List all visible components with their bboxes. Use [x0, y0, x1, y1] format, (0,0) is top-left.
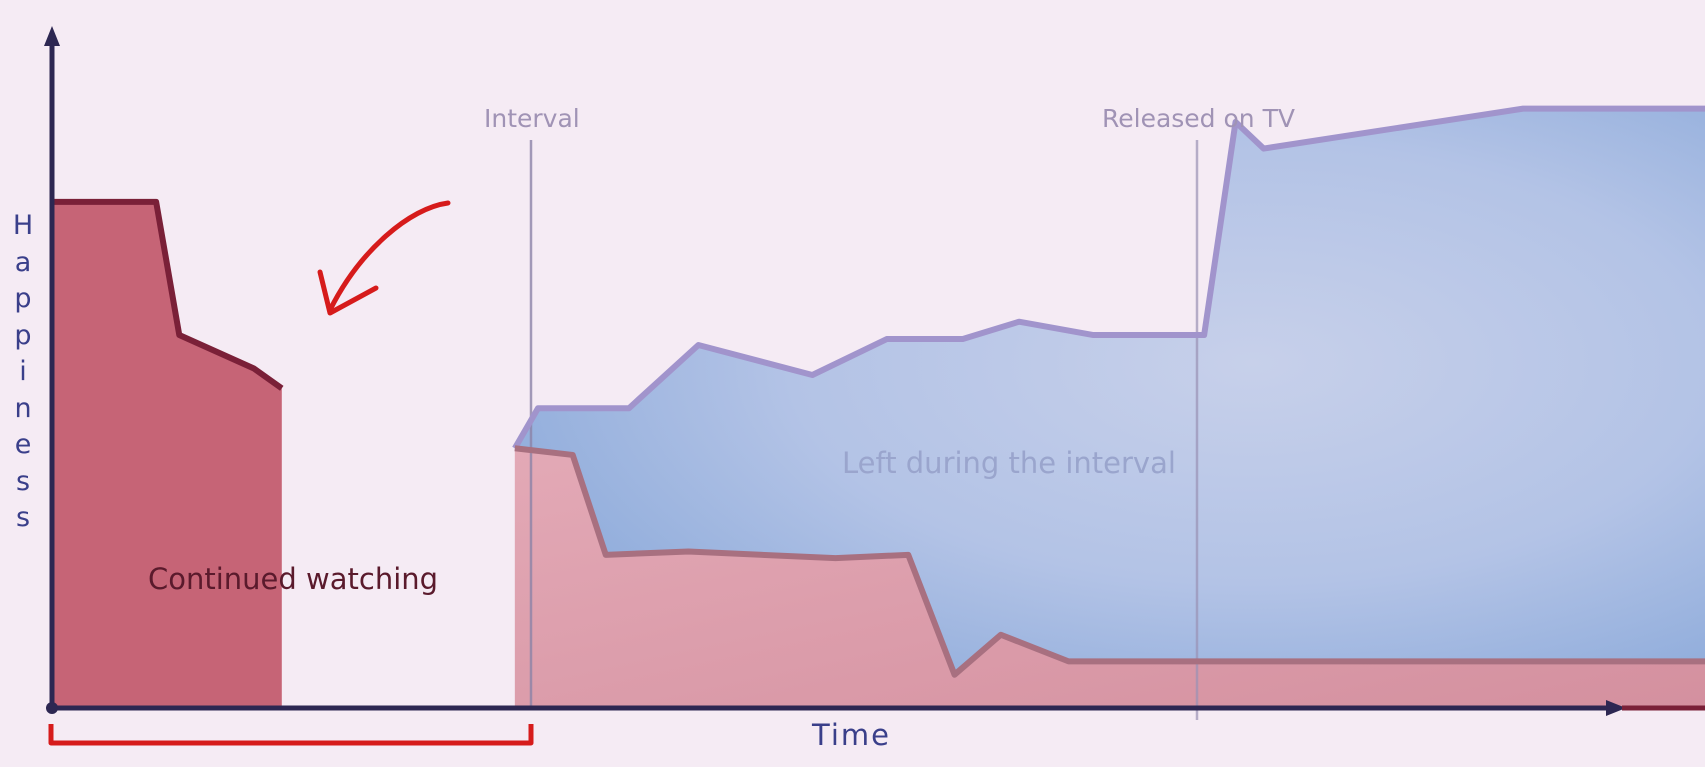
red-arrowhead-icon [317, 269, 379, 316]
interval-annotation: Interval [484, 104, 580, 133]
axis-origin [46, 702, 58, 714]
continued-watching-label: Continued watching [148, 562, 439, 596]
continued-after-interval-area [514, 448, 1705, 708]
red-curved-arrow-icon [327, 200, 451, 313]
continued-before-interval-area [52, 201, 282, 709]
continued-before-interval-line [52, 198, 284, 391]
red-interval-bracket [48, 724, 534, 746]
y-axis-arrow [44, 26, 60, 46]
x-axis-arrow [1606, 700, 1626, 716]
x-axis-label: Time [812, 718, 891, 752]
left-during-interval-label: Left during the interval [842, 446, 1176, 480]
left-during-interval-area [514, 108, 1705, 675]
released-on-tv-annotation: Released on TV [1102, 104, 1295, 133]
left-during-interval-line [512, 105, 1705, 450]
continued-after-interval-line [514, 445, 1705, 678]
